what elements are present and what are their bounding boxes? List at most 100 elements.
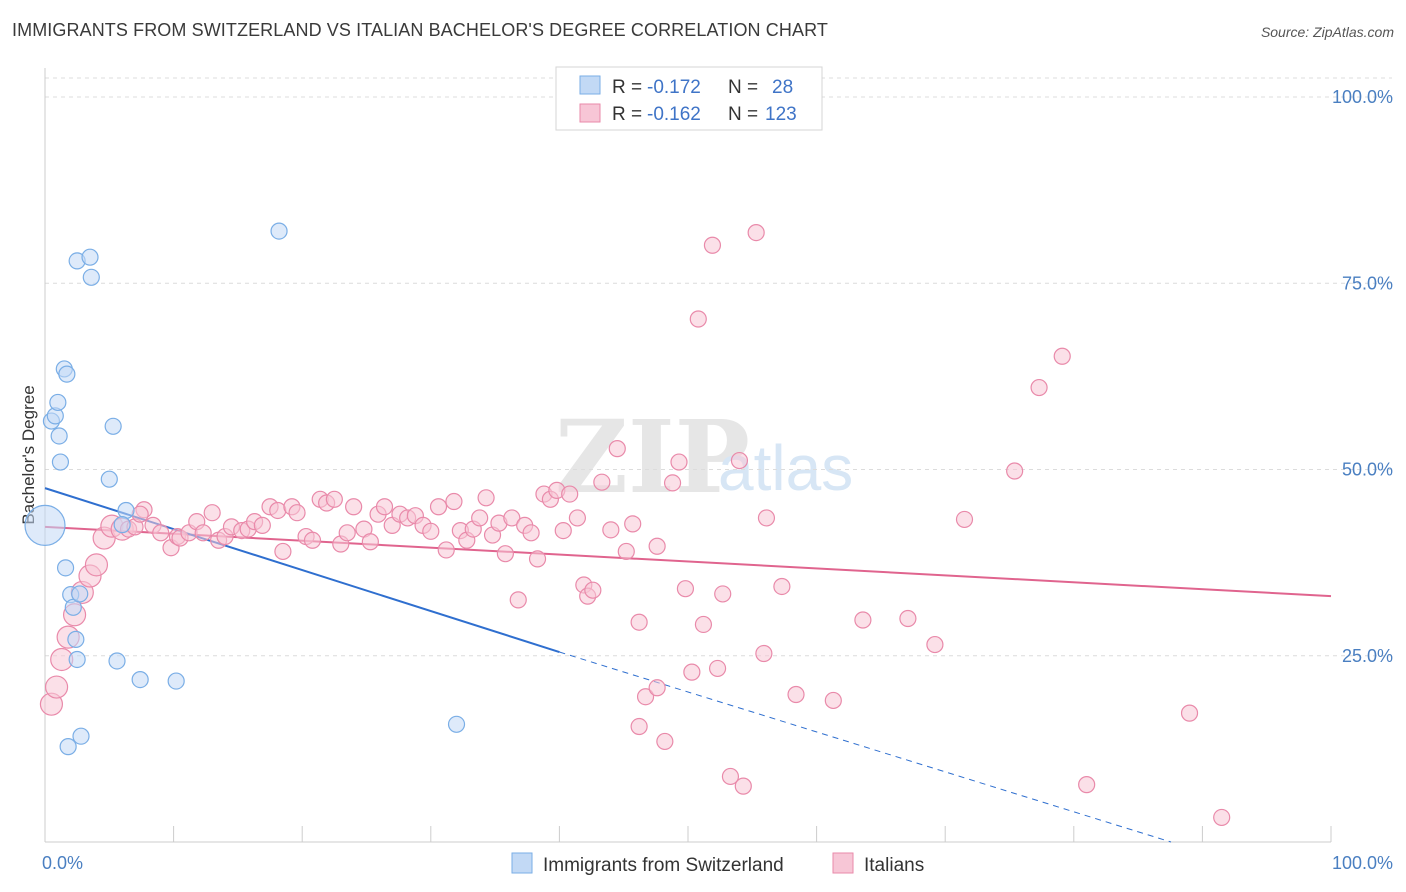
data-point-switzerland: [56, 559, 75, 577]
gridlines: [45, 77, 1392, 657]
data-point-italians: [747, 223, 765, 242]
series-italians: [39, 223, 1231, 827]
source-credit: Source: ZipAtlas.com: [1260, 24, 1394, 40]
data-point-italians: [683, 663, 701, 681]
data-point-italians: [303, 531, 322, 549]
chart-title: IMMIGRANTS FROM SWITZERLAND VS ITALIAN B…: [12, 20, 828, 40]
data-point-switzerland: [113, 516, 131, 534]
data-point-italians: [689, 310, 707, 328]
data-point-italians: [1213, 808, 1231, 827]
bottom-legend-label-switzerland: Immigrants from Switzerland: [543, 855, 784, 876]
data-point-italians: [708, 659, 727, 678]
data-point-italians: [617, 542, 635, 561]
data-point-italians: [630, 613, 648, 631]
legend-n-label: N =: [728, 104, 758, 125]
data-point-italians: [703, 236, 722, 254]
legend-swatch-italians: [579, 103, 601, 123]
data-point-italians: [1180, 704, 1199, 722]
data-point-switzerland: [447, 715, 466, 733]
bottom-legend-swatch-switzerland: [511, 852, 533, 874]
data-point-italians: [1006, 462, 1024, 480]
data-point-italians: [1053, 347, 1071, 365]
data-point-italians: [269, 501, 287, 520]
data-point-switzerland: [72, 727, 90, 745]
data-point-italians: [338, 524, 356, 542]
data-point-italians: [854, 611, 872, 629]
data-point-italians: [522, 524, 540, 542]
data-point-italians: [663, 474, 682, 492]
data-point-switzerland: [131, 670, 149, 689]
data-point-switzerland: [82, 268, 100, 286]
bottom-legend-swatch-italians: [832, 852, 854, 874]
data-point-italians: [624, 515, 642, 533]
data-point-italians: [676, 580, 695, 598]
data-point-italians: [84, 553, 109, 577]
data-point-italians: [288, 504, 306, 522]
bottom-legend: Immigrants from Switzerland Italians: [511, 852, 924, 876]
stats-legend: R = -0.172 N = 28 R = -0.162 N = 123: [555, 66, 823, 131]
data-point-italians: [1078, 776, 1096, 794]
bottom-legend-label-italians: Italians: [864, 855, 924, 876]
data-point-italians: [926, 635, 944, 654]
data-point-switzerland: [51, 453, 70, 471]
data-point-switzerland: [71, 585, 89, 603]
legend-n-label: N =: [728, 77, 758, 98]
data-point-italians: [636, 688, 655, 706]
data-point-italians: [203, 504, 221, 522]
trend-line-switzerland-extension: [559, 651, 1172, 843]
data-point-italians: [730, 451, 749, 470]
legend-r-label: R =: [612, 77, 642, 98]
x-tick-label: 0.0%: [42, 853, 83, 873]
data-point-italians: [561, 485, 579, 503]
data-point-italians: [1030, 378, 1048, 397]
series-switzerland: [24, 222, 466, 756]
data-point-italians: [471, 509, 489, 527]
data-point-italians: [503, 509, 521, 527]
data-point-switzerland: [58, 365, 76, 383]
data-point-italians: [670, 453, 688, 471]
data-point-italians: [325, 490, 343, 508]
data-point-switzerland: [117, 501, 135, 520]
y-tick-label: 25.0%: [1342, 646, 1393, 666]
data-point-switzerland: [167, 672, 185, 690]
watermark-zip: ZIP: [555, 398, 750, 516]
data-point-switzerland: [59, 738, 77, 756]
data-point-italians: [602, 521, 620, 539]
data-point-switzerland: [108, 652, 126, 670]
data-point-italians: [721, 767, 740, 786]
x-tick-label: 100.0%: [1332, 853, 1393, 873]
legend-n-value: 123: [765, 104, 797, 125]
trend-line-italians: [44, 525, 1332, 598]
legend-r-value: -0.172: [647, 77, 701, 98]
data-point-italians: [694, 615, 713, 634]
data-point-italians: [445, 492, 463, 511]
data-point-italians: [787, 685, 805, 704]
data-point-italians: [757, 509, 776, 527]
data-point-italians: [361, 533, 379, 551]
data-point-italians: [429, 498, 448, 516]
data-point-italians: [824, 691, 842, 710]
data-point-italians: [648, 537, 666, 555]
data-point-italians: [734, 777, 752, 795]
y-tick-label: 50.0%: [1342, 460, 1393, 480]
data-point-italians: [773, 577, 791, 596]
data-point-italians: [345, 498, 363, 516]
data-point-italians: [131, 505, 149, 523]
data-point-italians: [955, 510, 974, 529]
data-point-switzerland: [270, 222, 288, 240]
legend-r-value: -0.162: [647, 104, 701, 125]
data-point-switzerland: [24, 504, 66, 546]
y-tick-label: 75.0%: [1342, 273, 1393, 293]
data-point-italians: [437, 541, 455, 559]
legend-n-value: 28: [772, 77, 793, 98]
data-point-switzerland: [67, 630, 85, 648]
data-point-italians: [509, 591, 527, 609]
data-point-switzerland: [50, 427, 68, 445]
data-point-italians: [899, 609, 917, 628]
data-point-italians: [477, 489, 495, 507]
data-point-italians: [714, 585, 732, 603]
data-point-italians: [584, 581, 602, 599]
data-point-italians: [554, 521, 572, 540]
data-point-italians: [44, 675, 69, 699]
